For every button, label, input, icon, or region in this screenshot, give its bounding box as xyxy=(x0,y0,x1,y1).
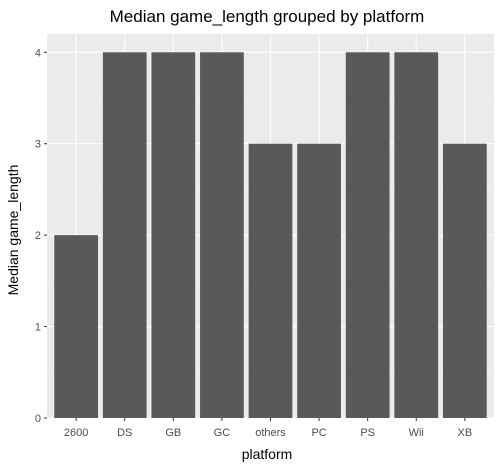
bar-wii xyxy=(394,52,439,419)
bar-gb xyxy=(151,52,196,419)
chart-title: Median game_length grouped by platform xyxy=(110,7,425,26)
y-axis: 0 1 2 3 4 xyxy=(35,47,47,425)
bar-2600 xyxy=(54,235,99,418)
bar-gc xyxy=(200,52,244,419)
x-axis-label: platform xyxy=(242,446,293,462)
bar-others xyxy=(248,143,293,418)
x-tick-label: GB xyxy=(165,427,181,439)
x-tick-label: GC xyxy=(214,427,231,439)
x-tick-label: others xyxy=(255,427,286,439)
x-tick-label: 2600 xyxy=(64,427,88,439)
x-tick-label: PC xyxy=(311,427,326,439)
y-tick-label: 4 xyxy=(35,47,41,59)
y-tick-label: 0 xyxy=(35,413,41,425)
bars xyxy=(54,52,487,419)
x-tick-label: DS xyxy=(117,427,132,439)
bar-xb xyxy=(442,143,487,418)
y-tick-label: 3 xyxy=(35,139,41,151)
x-tick-label: PS xyxy=(360,427,375,439)
bar-pc xyxy=(297,143,341,418)
y-tick-label: 1 xyxy=(35,322,41,334)
y-tick-label: 2 xyxy=(35,230,41,242)
bar-ds xyxy=(102,52,147,419)
x-axis: 2600 DS GB GC others PC PS Wii XB xyxy=(64,418,472,439)
bar-ps xyxy=(345,52,390,419)
x-tick-label: XB xyxy=(458,427,473,439)
y-axis-label: Median game_length xyxy=(5,165,21,296)
x-tick-label: Wii xyxy=(409,427,424,439)
